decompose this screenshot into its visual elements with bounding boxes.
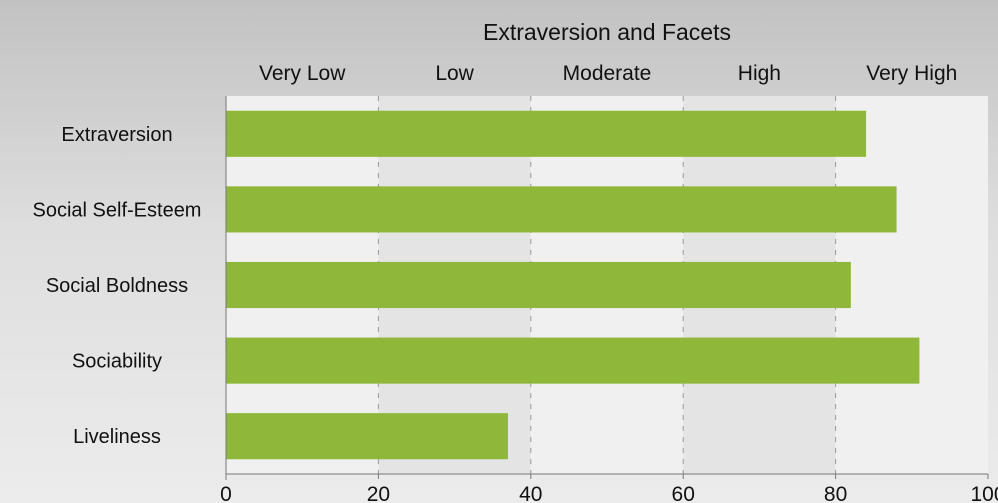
- x-tick-label: 0: [220, 483, 232, 503]
- category-label: Social Self-Esteem: [33, 199, 202, 221]
- x-tick-labels: 0 20 40 60 80 100: [220, 483, 998, 503]
- category-label: Extraversion: [61, 124, 172, 146]
- chart-title: Extraversion and Facets: [483, 19, 731, 45]
- category-labels: Extraversion Social Self-Esteem Social Bol…: [33, 124, 202, 448]
- x-tick-label: 80: [824, 483, 847, 503]
- band-label: Very Low: [259, 62, 346, 85]
- x-tick-label: 60: [672, 483, 695, 503]
- bar: [226, 337, 920, 384]
- band-background: [835, 96, 988, 474]
- bar: [226, 186, 897, 233]
- x-axis: [225, 96, 989, 480]
- category-label: Sociability: [72, 351, 162, 373]
- band-labels: Very Low Low Moderate High Very High: [259, 62, 957, 85]
- bar: [226, 110, 867, 157]
- x-tick-label: 40: [519, 483, 542, 503]
- band-label: Very High: [866, 62, 957, 85]
- bar: [226, 261, 851, 309]
- category-label: Social Boldness: [46, 275, 188, 297]
- category-label: Liveliness: [73, 426, 161, 448]
- band-label: Moderate: [563, 62, 652, 85]
- bar: [226, 413, 508, 460]
- band-label: High: [738, 62, 781, 85]
- x-tick-label: 20: [367, 483, 390, 503]
- x-tick-label: 100: [970, 483, 998, 503]
- band-label: Low: [435, 62, 474, 85]
- bars: [226, 110, 920, 460]
